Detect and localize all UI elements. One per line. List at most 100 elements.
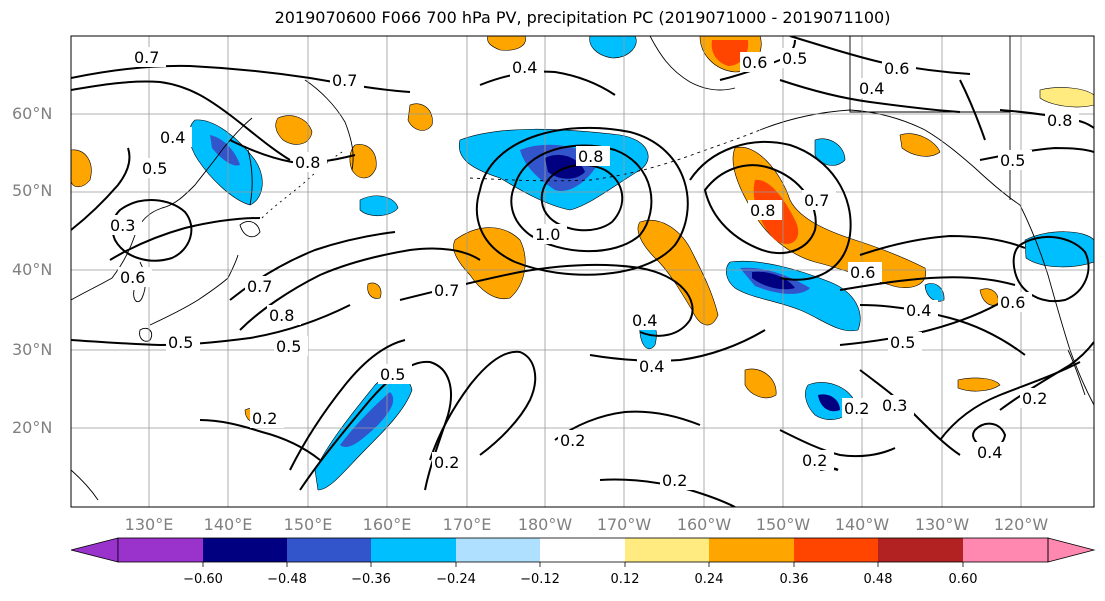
contour-low-center-outer — [476, 126, 689, 276]
contour-label-39: 0.2 — [662, 471, 687, 490]
colorbar-label-8: 0.36 — [779, 572, 809, 587]
colorbar-extend-left — [70, 537, 119, 563]
contour-label-32: 0.2 — [802, 451, 827, 470]
shade-blue-north-top — [589, 36, 637, 59]
map-frame — [70, 35, 1095, 508]
lon-label-160e: 160°E — [362, 515, 412, 534]
colorbar-bin-2 — [203, 538, 287, 562]
coast-na-west — [1019, 204, 1094, 406]
contour-label-38: 0.5 — [142, 159, 167, 178]
colorbar — [70, 537, 1096, 567]
contour-02-center-loop — [429, 350, 537, 461]
lon-label-170e: 170°E — [442, 515, 492, 534]
contour-label-9: 0.7 — [247, 277, 272, 296]
contour-loop-east — [1012, 235, 1090, 303]
colorbar-label-5: −0.12 — [520, 572, 560, 587]
contour-label-24: 0.4 — [906, 301, 931, 320]
shade-blue-subtropical-core — [340, 392, 394, 448]
contour-alaska-08 — [703, 164, 817, 255]
colorbar-label-4: −0.24 — [436, 572, 476, 587]
shade-orange-west-1 — [275, 115, 313, 145]
contour-06-west — [109, 217, 261, 261]
contour-07-north — [71, 80, 291, 161]
contour-label-20: 0.4 — [639, 357, 664, 376]
colorbar-bin-10 — [878, 538, 963, 562]
coast-sakhalin — [247, 149, 253, 206]
shade-blue-small-1 — [359, 195, 399, 217]
shade-orange-top-left — [487, 36, 526, 51]
colorbar-bin-3 — [287, 538, 371, 562]
contour-02-center-east — [554, 410, 701, 441]
contour-04-top-right — [779, 79, 961, 113]
contour-label-3: 0.7 — [332, 71, 357, 90]
shade-red-top-center-core — [711, 40, 749, 66]
colorbar-label-6: 0.12 — [610, 572, 640, 587]
contour-label-12: 0.5 — [276, 337, 301, 356]
contour-03-west — [71, 147, 131, 231]
lon-label-140w: 140°W — [834, 515, 890, 534]
colorbar-label-7: 0.24 — [694, 572, 724, 587]
contour-08-west — [239, 247, 481, 331]
shade-orange-west-3 — [407, 103, 433, 131]
contour-label-11: 0.5 — [168, 333, 193, 352]
contour-07-south — [399, 263, 694, 337]
lat-label-30n: 30°N — [12, 340, 53, 359]
contour-04-east — [859, 304, 1026, 356]
shade-orange-mid-pacific — [637, 220, 719, 326]
contour-label-16: 0.5 — [380, 365, 405, 384]
coast-baja — [1067, 349, 1086, 396]
colorbar-label-1: −0.60 — [183, 572, 223, 587]
lat-label-40n: 40°N — [12, 260, 53, 279]
lon-label-130w: 130°W — [914, 515, 970, 534]
contour-label-36: 0.8 — [1047, 111, 1072, 130]
contour-02-subtropical — [199, 419, 321, 461]
colorbar-bin-11 — [963, 538, 1048, 562]
contour-06-east — [859, 234, 1026, 256]
lon-label-160w: 160°W — [676, 515, 732, 534]
contour-low-center-mid — [510, 144, 653, 253]
contour-label-27: 0.5 — [1000, 151, 1025, 170]
contour-label-14: 0.7 — [434, 281, 459, 300]
lon-label-170w: 170°W — [596, 515, 652, 534]
contour-label-4: 0.4 — [512, 58, 537, 77]
contour-05-west — [71, 304, 351, 347]
contour-label-30: 0.2 — [844, 399, 869, 418]
lon-label-150w: 150°W — [755, 515, 811, 534]
shade-yellow-northeast — [1039, 87, 1094, 108]
coast-hokkaido — [239, 221, 261, 238]
lon-label-180w: 180°W — [517, 515, 573, 534]
contour-label-10: 0.8 — [269, 306, 294, 325]
coast-philippines — [71, 469, 99, 501]
contour-05-east-south — [839, 299, 1006, 346]
contour-label-31: 0.4 — [977, 443, 1002, 462]
contour-label-17: 0.2 — [252, 409, 277, 428]
contour-label-21: 0.8 — [750, 201, 775, 220]
colorbar-bin-4 — [371, 538, 456, 562]
coast-aleutian-islands — [469, 129, 761, 182]
colorbar-bin-9 — [794, 538, 878, 562]
contour-04-north-center — [479, 70, 616, 96]
contour-label-7: 0.3 — [110, 216, 135, 235]
lon-label-150e: 150°E — [283, 515, 333, 534]
contour-02-hawaii — [779, 429, 896, 458]
contour-label-15: 0.4 — [632, 311, 657, 330]
contour-label-28: 0.2 — [1022, 389, 1047, 408]
contour-label-29: 0.3 — [882, 396, 907, 415]
lat-label-60n: 60°N — [12, 104, 53, 123]
contour-label-34: 0.4 — [859, 79, 884, 98]
coast-japan-honshu — [149, 254, 239, 326]
lat-label-20n: 20°N — [12, 418, 53, 437]
lon-label-140e: 140°E — [203, 515, 253, 534]
colorbar-label-3: −0.36 — [351, 572, 391, 587]
colorbar-bin-7 — [625, 538, 709, 562]
shade-navy-central — [752, 271, 795, 290]
contour-06-top-right — [789, 36, 971, 75]
colorbar-label-10: 0.60 — [948, 572, 978, 587]
colorbar-extend-right — [1047, 537, 1096, 563]
shade-orange-gulf-coast — [899, 133, 941, 157]
coast-asia-mainland — [71, 117, 253, 301]
contour-label-22: 0.7 — [804, 191, 829, 210]
contour-label-33: 0.6 — [742, 53, 767, 72]
shade-orange-west-4 — [71, 149, 92, 188]
